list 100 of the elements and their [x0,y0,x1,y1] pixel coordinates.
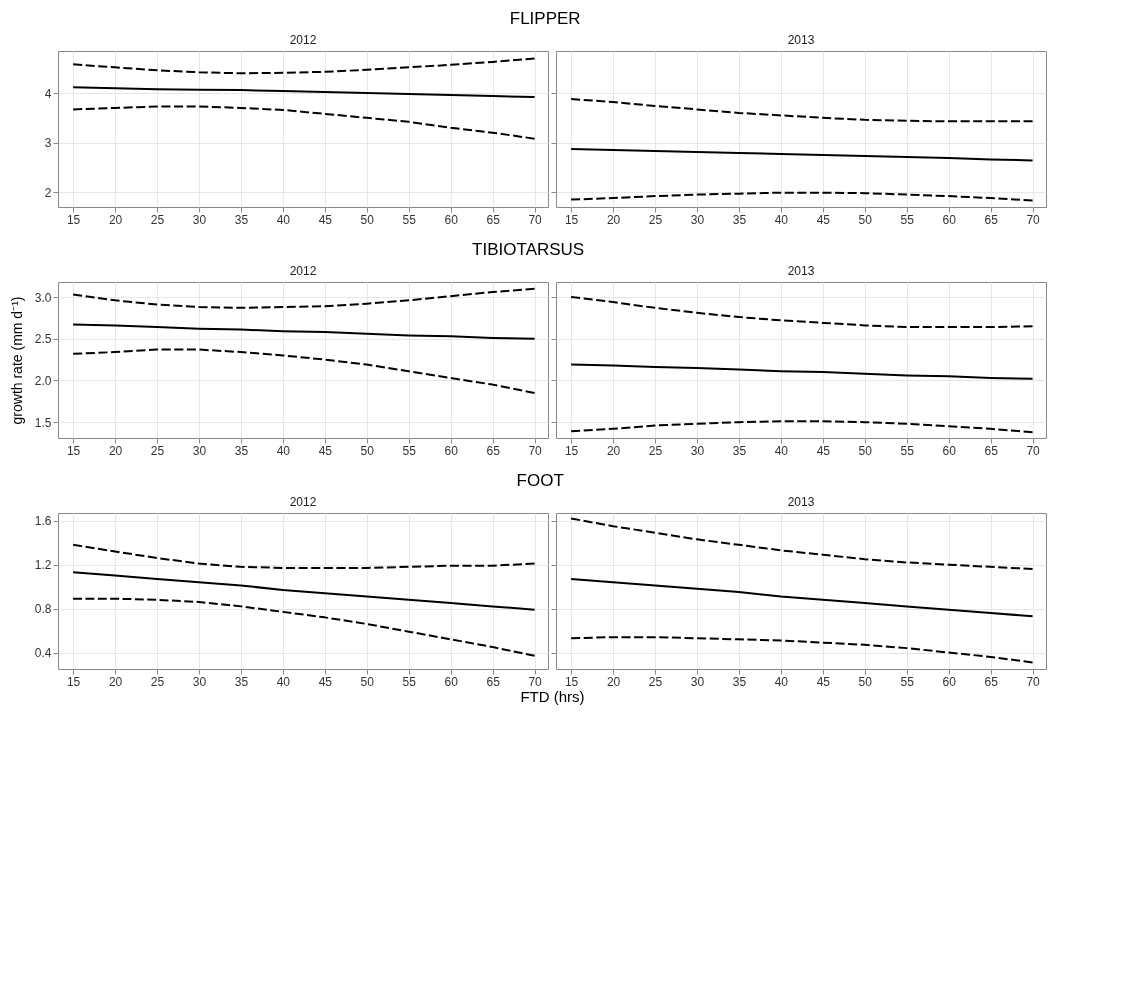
x-tick-label: 50 [858,443,873,458]
x-tick-label: 50 [360,212,375,227]
x-tick-label: 20 [108,674,123,689]
x-tick-label: 30 [690,212,705,227]
chart-title: FLIPPER [509,8,581,28]
x-tick-label: 55 [900,674,915,689]
x-tick-label: 65 [486,443,501,458]
x-tick-label: 35 [732,674,747,689]
x-tick-label: 15 [66,674,81,689]
x-tick-label: 25 [648,212,663,227]
x-tick-label: 15 [66,443,81,458]
x-tick-label: 40 [774,443,789,458]
x-tick-label: 55 [402,212,417,227]
x-tick-label: 55 [900,212,915,227]
x-tick-label: 60 [444,443,459,458]
chart-title: FOOT [516,470,564,490]
x-tick-label: 65 [984,212,999,227]
y-tick-label: 0.4 [34,646,52,661]
x-tick-label: 45 [318,674,333,689]
x-tick-label: 40 [276,674,291,689]
x-tick-label: 65 [486,212,501,227]
x-tick-label: 45 [318,443,333,458]
x-tick-label: 55 [402,674,417,689]
chart-subtitle: 2012 [289,33,317,47]
x-tick-label: 15 [564,443,579,458]
x-tick-label: 25 [150,674,165,689]
x-tick-label: 40 [276,212,291,227]
x-tick-label: 65 [486,674,501,689]
x-tick-label: 35 [234,443,249,458]
x-tick-label: 70 [528,443,543,458]
chart-title: TIBIOTARSUS [472,239,585,259]
line-series [72,287,536,309]
y-tick-label: 1.6 [34,514,52,529]
x-tick-label: 60 [942,674,957,689]
x-tick-label: 35 [234,674,249,689]
x-tick-label: 65 [984,674,999,689]
y-tick-label: 1.2 [34,558,52,573]
y-tick-label: 1.5 [34,415,52,430]
y-tick-label: 3.0 [34,290,52,305]
x-tick-label: 20 [606,443,621,458]
chart-subtitle: 2012 [289,264,317,278]
x-tick-label: 50 [360,674,375,689]
x-tick-label: 50 [858,674,873,689]
x-tick-label: 60 [942,443,957,458]
x-tick-label: 70 [1026,674,1041,689]
x-tick-label: 25 [150,443,165,458]
x-tick-label: 20 [606,212,621,227]
x-tick-label: 30 [690,674,705,689]
line-series [72,543,536,569]
x-tick-label: 25 [648,674,663,689]
x-tick-label: 60 [444,674,459,689]
y-axis-title: growth rate (mm d⁻¹) [8,296,25,425]
x-tick-label: 70 [528,674,543,689]
x-tick-label: 30 [192,443,207,458]
x-tick-label: 15 [66,212,81,227]
x-tick-label: 20 [606,674,621,689]
y-tick-label: 2.0 [34,373,52,388]
y-tick-label: 0.8 [34,602,52,617]
chart-subtitle: 2013 [787,264,815,278]
y-tick-label: 2.5 [34,332,52,347]
x-tick-label: 40 [276,443,291,458]
x-tick-label: 20 [108,212,123,227]
x-tick-label: 70 [528,212,543,227]
x-tick-label: 20 [108,443,123,458]
x-tick-label: 60 [942,212,957,227]
x-tick-label: 35 [732,212,747,227]
line-series [72,57,536,75]
chart-subtitle: 2013 [787,33,815,47]
x-tick-label: 60 [444,212,459,227]
x-tick-label: 30 [192,212,207,227]
x-tick-label: 50 [360,443,375,458]
x-tick-label: 30 [192,674,207,689]
line-series [72,571,536,611]
x-tick-label: 45 [816,674,831,689]
x-axis-title: FTD (hrs) [520,687,585,705]
line-series [72,323,536,340]
line-series [72,597,536,657]
y-tick-label: 2 [44,185,52,200]
line-series [72,86,536,99]
x-tick-label: 15 [564,212,579,227]
x-tick-label: 70 [1026,212,1041,227]
x-tick-label: 40 [774,674,789,689]
line-series [72,105,536,140]
x-tick-label: 55 [402,443,417,458]
chart-subtitle: 2012 [289,495,317,509]
y-tick-label: 3 [44,136,52,151]
x-tick-label: 35 [732,443,747,458]
x-tick-label: 50 [858,212,873,227]
x-tick-label: 15 [564,674,579,689]
x-tick-label: 55 [900,443,915,458]
line-series [72,348,536,394]
x-tick-label: 45 [318,212,333,227]
x-tick-label: 35 [234,212,249,227]
x-tick-label: 45 [816,443,831,458]
x-tick-label: 70 [1026,443,1041,458]
x-tick-label: 25 [648,443,663,458]
x-tick-label: 30 [690,443,705,458]
x-tick-label: 65 [984,443,999,458]
y-tick-label: 4 [44,86,52,101]
x-tick-label: 45 [816,212,831,227]
